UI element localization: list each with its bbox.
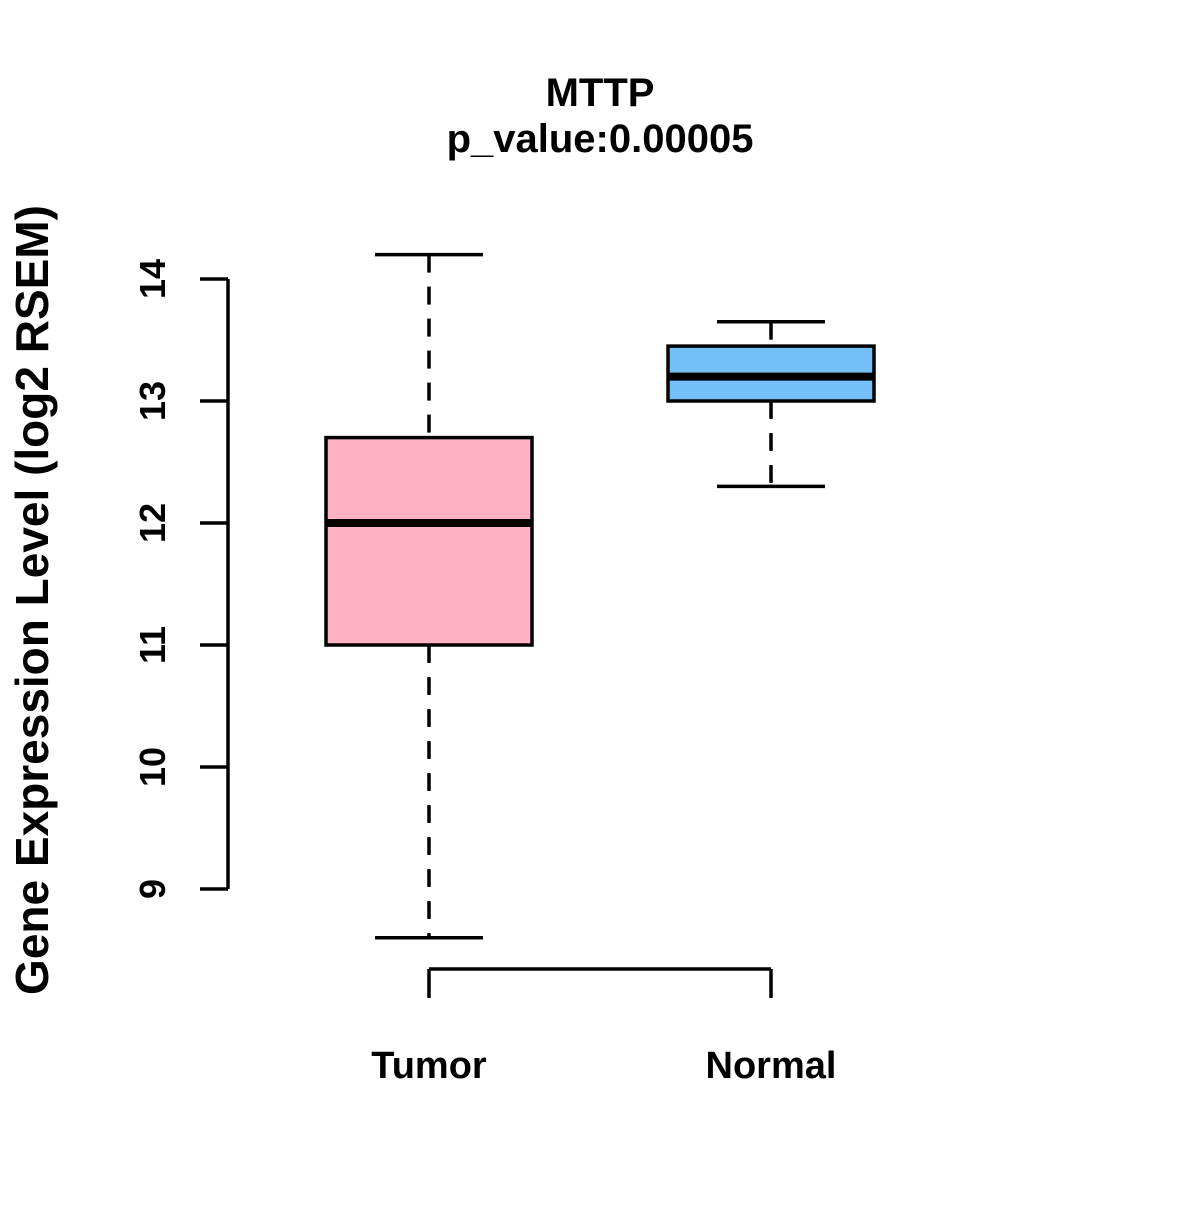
boxplot-normal <box>666 319 876 489</box>
y-axis: 9 10 11 12 13 14 <box>132 259 230 899</box>
x-tick-label-normal: Normal <box>706 1045 837 1087</box>
x-axis: Tumor Normal <box>371 967 837 1087</box>
boxplot-tumor <box>324 252 534 940</box>
box-group <box>324 252 876 940</box>
y-axis-label: Gene Expression Level (log2 RSEM) <box>6 205 58 995</box>
y-tick-label-10: 10 <box>132 747 173 787</box>
y-tick-label-9: 9 <box>132 879 173 899</box>
y-tick-label-12: 12 <box>132 503 173 543</box>
chart-subtitle: p_value:0.00005 <box>447 117 754 161</box>
x-tick-label-tumor: Tumor <box>371 1045 487 1087</box>
iqr-box-tumor <box>324 435 534 647</box>
y-tick-label-13: 13 <box>132 381 173 421</box>
y-tick-label-14: 14 <box>132 259 173 299</box>
y-tick-label-11: 11 <box>132 626 173 664</box>
chart-title: MTTP <box>546 71 655 115</box>
